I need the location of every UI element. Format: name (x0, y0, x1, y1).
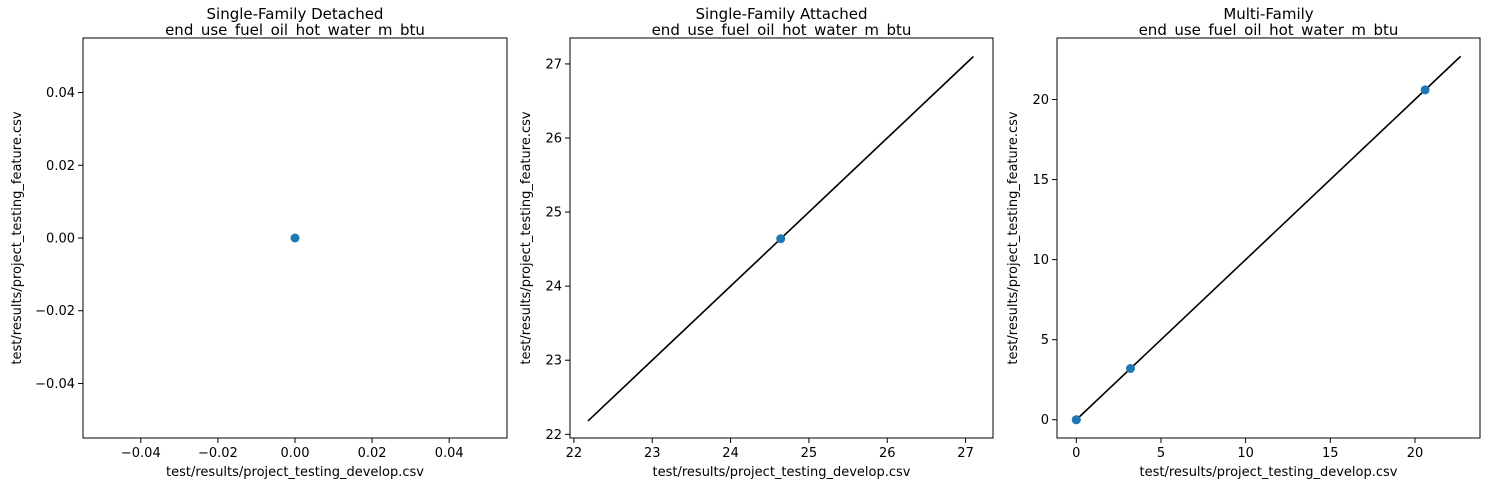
y-tick-label: 23 (545, 354, 562, 369)
chart-title: Single-Family Detached (207, 5, 384, 23)
y-tick-label: 0.04 (46, 86, 75, 101)
y-tick-label: 22 (545, 428, 562, 443)
y-tick-label: 24 (545, 280, 562, 295)
x-tick-label: 0.04 (435, 446, 464, 461)
x-tick-label: 15 (1322, 446, 1339, 461)
y-tick-label: 0.02 (46, 159, 75, 174)
y-tick-label: 25 (545, 206, 562, 221)
panel-multi-family: Multi-Familyend_use_fuel_oil_hot_water_m… (1006, 5, 1481, 480)
y-axis-label: test/results/project_testing_feature.csv (10, 111, 25, 364)
x-tick-label: 26 (879, 446, 896, 461)
reference-line (1075, 55, 1462, 421)
x-tick-label: 0 (1072, 446, 1080, 461)
data-point (1125, 364, 1135, 374)
data-point (290, 233, 300, 243)
chart-subtitle: end_use_fuel_oil_hot_water_m_btu (1139, 21, 1399, 40)
y-tick-label: 0 (1041, 413, 1049, 428)
x-axis-label: test/results/project_testing_develop.csv (653, 465, 911, 480)
chart-title: Single-Family Attached (695, 5, 867, 23)
chart-subtitle: end_use_fuel_oil_hot_water_m_btu (652, 21, 912, 40)
panel-single-family-attached: Single-Family Attachedend_use_fuel_oil_h… (519, 5, 994, 480)
y-tick-label: 0.00 (46, 232, 75, 247)
x-tick-label: 10 (1237, 446, 1254, 461)
x-tick-label: 5 (1157, 446, 1165, 461)
axes-frame (569, 37, 994, 439)
y-tick-label: −0.04 (35, 377, 75, 392)
x-tick-label: 27 (957, 446, 974, 461)
data-point (1071, 415, 1081, 425)
y-tick-label: 27 (545, 57, 562, 72)
data-point (1420, 85, 1430, 95)
x-axis-label: test/results/project_testing_develop.csv (1140, 465, 1398, 480)
y-tick-label: 10 (1032, 253, 1049, 268)
y-axis-label: test/results/project_testing_feature.csv (519, 111, 534, 364)
x-tick-label: 24 (722, 446, 739, 461)
axes-frame (1056, 37, 1481, 439)
y-tick-label: 15 (1032, 173, 1049, 188)
x-tick-label: 0.00 (281, 446, 310, 461)
x-axis-label: test/results/project_testing_develop.csv (166, 465, 424, 480)
x-tick-label: 25 (801, 446, 818, 461)
y-tick-label: 5 (1041, 333, 1049, 348)
x-tick-label: 0.02 (358, 446, 387, 461)
y-axis-label: test/results/project_testing_feature.csv (1006, 111, 1021, 364)
y-tick-label: 20 (1032, 93, 1049, 108)
x-tick-label: −0.04 (121, 446, 161, 461)
chart-subtitle: end_use_fuel_oil_hot_water_m_btu (165, 21, 425, 40)
y-tick-label: −0.02 (35, 304, 75, 319)
panel-single-family-detached: Single-Family Detachedend_use_fuel_oil_h… (10, 5, 508, 480)
x-tick-label: 23 (644, 446, 661, 461)
x-tick-label: 22 (566, 446, 583, 461)
chart-title: Multi-Family (1223, 5, 1313, 23)
x-tick-label: −0.02 (198, 446, 238, 461)
y-tick-label: 26 (545, 132, 562, 147)
x-tick-label: 20 (1407, 446, 1424, 461)
data-point (776, 234, 786, 244)
